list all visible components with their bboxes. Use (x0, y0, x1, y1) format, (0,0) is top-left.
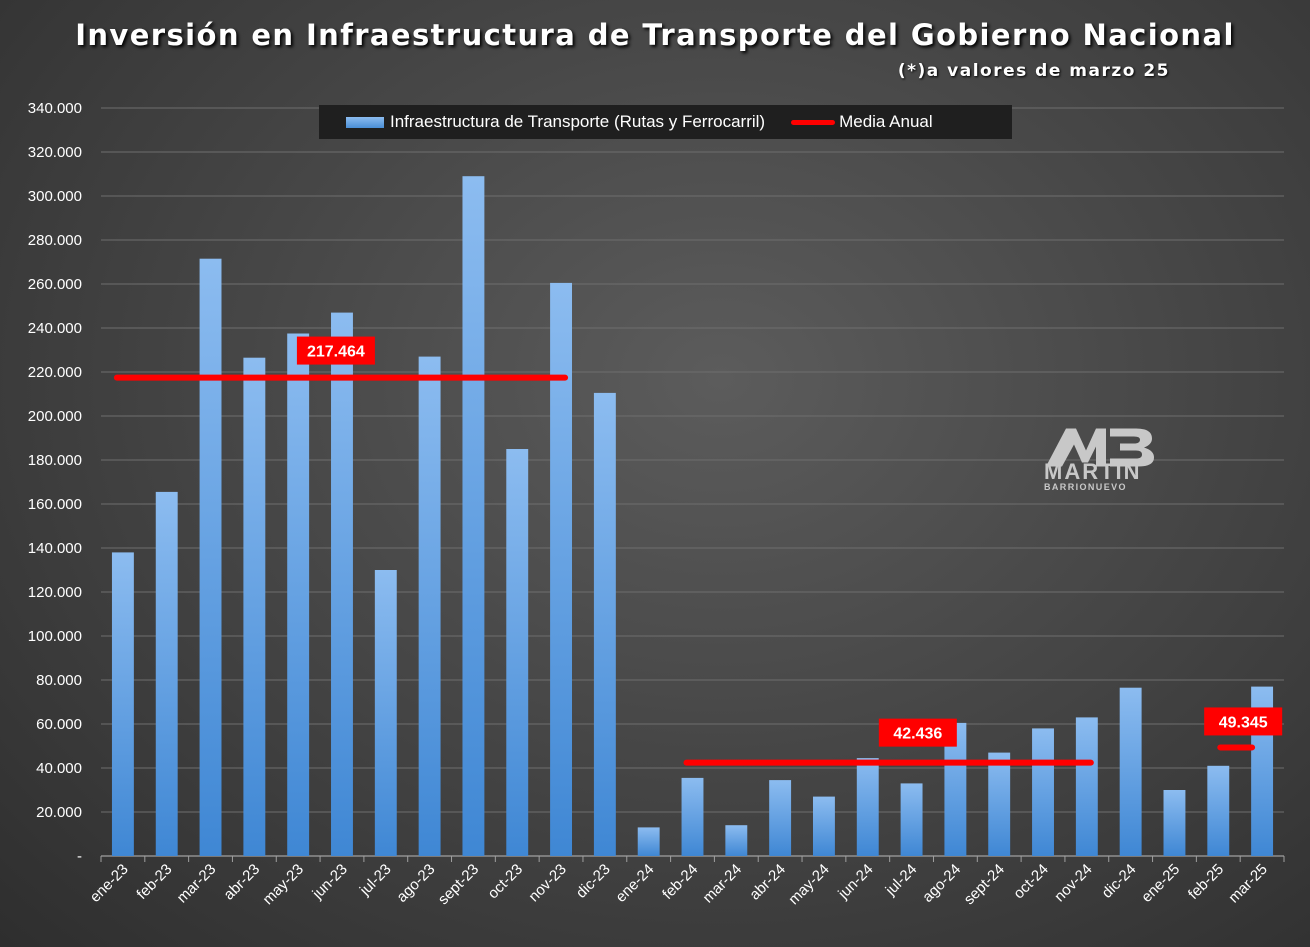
bar (812, 796, 835, 856)
bar (506, 449, 529, 856)
bar (1163, 790, 1186, 856)
y-tick-label: 320.000 (28, 144, 82, 161)
y-tick-label: 260.000 (28, 276, 82, 293)
y-tick-label: 100.000 (28, 628, 82, 645)
legend-line-label: Media Anual (839, 112, 933, 131)
y-tick-label: 80.000 (36, 672, 82, 689)
x-tick-label: ago-23 (393, 861, 438, 906)
logo-name: MARTÍN (1044, 459, 1142, 484)
x-tick-label: oct-24 (1010, 861, 1052, 903)
x-tick-label: may-23 (260, 861, 307, 908)
y-tick-label: 180.000 (28, 452, 82, 469)
x-tick-label: jul-23 (356, 861, 395, 900)
legend-line-swatch (791, 119, 836, 125)
bar (462, 176, 485, 856)
x-tick-label: mar-25 (1225, 861, 1271, 907)
bar (155, 491, 178, 856)
y-tick-label: 340.000 (28, 100, 82, 117)
y-tick-label: 300.000 (28, 188, 82, 205)
bar (1075, 717, 1098, 856)
x-tick-label: feb-23 (133, 861, 175, 903)
x-tick-label: sept-23 (435, 861, 482, 908)
x-tick-label: may-24 (785, 861, 832, 908)
x-tick-label: mar-23 (174, 861, 220, 907)
y-tick-label: 160.000 (28, 496, 82, 513)
bar (856, 758, 879, 856)
x-tick-label: dic-24 (1099, 861, 1140, 902)
x-tick-label: abr-23 (220, 861, 263, 904)
y-tick-label: 20.000 (36, 804, 82, 821)
chart-subtitle: (*)a valores de marzo 25 (897, 61, 1170, 81)
y-tick-label: 140.000 (28, 540, 82, 557)
x-tick-label: ene-23 (87, 861, 132, 906)
bar (199, 258, 222, 856)
legend: Infraestructura de Transporte (Rutas y F… (319, 105, 1012, 139)
x-tick-label: nov-23 (525, 861, 569, 905)
x-tick-label: jul-24 (882, 861, 921, 900)
x-tick-label: abr-24 (746, 861, 789, 904)
y-tick-label: 60.000 (36, 716, 82, 733)
x-tick-label: jun-23 (309, 861, 351, 903)
legend-item-bars: Infraestructura de Transporte (Rutas y F… (319, 112, 765, 132)
y-tick-label: - (77, 848, 82, 865)
x-tick-label: oct-23 (485, 861, 527, 903)
bar (681, 777, 704, 856)
mean-label-box (878, 718, 957, 747)
bar (725, 825, 748, 856)
y-tick-label: 200.000 (28, 408, 82, 425)
y-tick-label: 40.000 (36, 760, 82, 777)
x-tick-label: dic-23 (573, 861, 614, 902)
legend-bar-swatch (346, 116, 384, 128)
bar (374, 570, 397, 856)
x-tick-label: sept-24 (961, 861, 1008, 908)
bar (331, 312, 353, 857)
mean-label: 217.464 (307, 344, 365, 361)
mean-label-box (1204, 707, 1283, 736)
bar (593, 392, 616, 856)
y-tick-label: 220.000 (28, 364, 82, 381)
x-tick-label: ene-24 (612, 861, 657, 906)
mean-label: 42.436 (893, 726, 942, 743)
bar (1119, 687, 1142, 856)
y-tick-label: 240.000 (28, 320, 82, 337)
mb-monogram-icon (1046, 428, 1154, 467)
x-tick-label: feb-24 (659, 861, 701, 903)
bar (111, 552, 134, 856)
bar (1207, 765, 1230, 856)
chart-title: Inversión en Infraestructura de Transpor… (75, 18, 1235, 52)
bar (900, 783, 923, 856)
bar (418, 356, 441, 856)
bar (769, 780, 792, 856)
bar (550, 282, 573, 856)
bar (1032, 728, 1054, 856)
mean-label: 49.345 (1219, 714, 1268, 731)
y-tick-label: 280.000 (28, 232, 82, 249)
legend-bar-label: Infraestructura de Transporte (Rutas y F… (390, 112, 766, 131)
bar (988, 752, 1011, 856)
bar (243, 357, 266, 856)
logo-subtitle: BARRIONUEVO (1044, 482, 1127, 492)
x-tick-label: nov-24 (1051, 861, 1095, 905)
x-tick-label: feb-25 (1185, 861, 1227, 903)
bar (287, 333, 310, 856)
x-tick-label: mar-24 (700, 861, 746, 907)
legend-item-mean: Media Anual (765, 112, 933, 132)
y-tick-label: 120.000 (28, 584, 82, 601)
bar (944, 722, 967, 856)
bar (637, 827, 660, 856)
x-tick-label: ago-24 (919, 861, 964, 906)
mean-label-box (296, 336, 375, 365)
x-tick-label: ene-25 (1138, 861, 1183, 906)
x-tick-label: jun-24 (834, 861, 876, 903)
